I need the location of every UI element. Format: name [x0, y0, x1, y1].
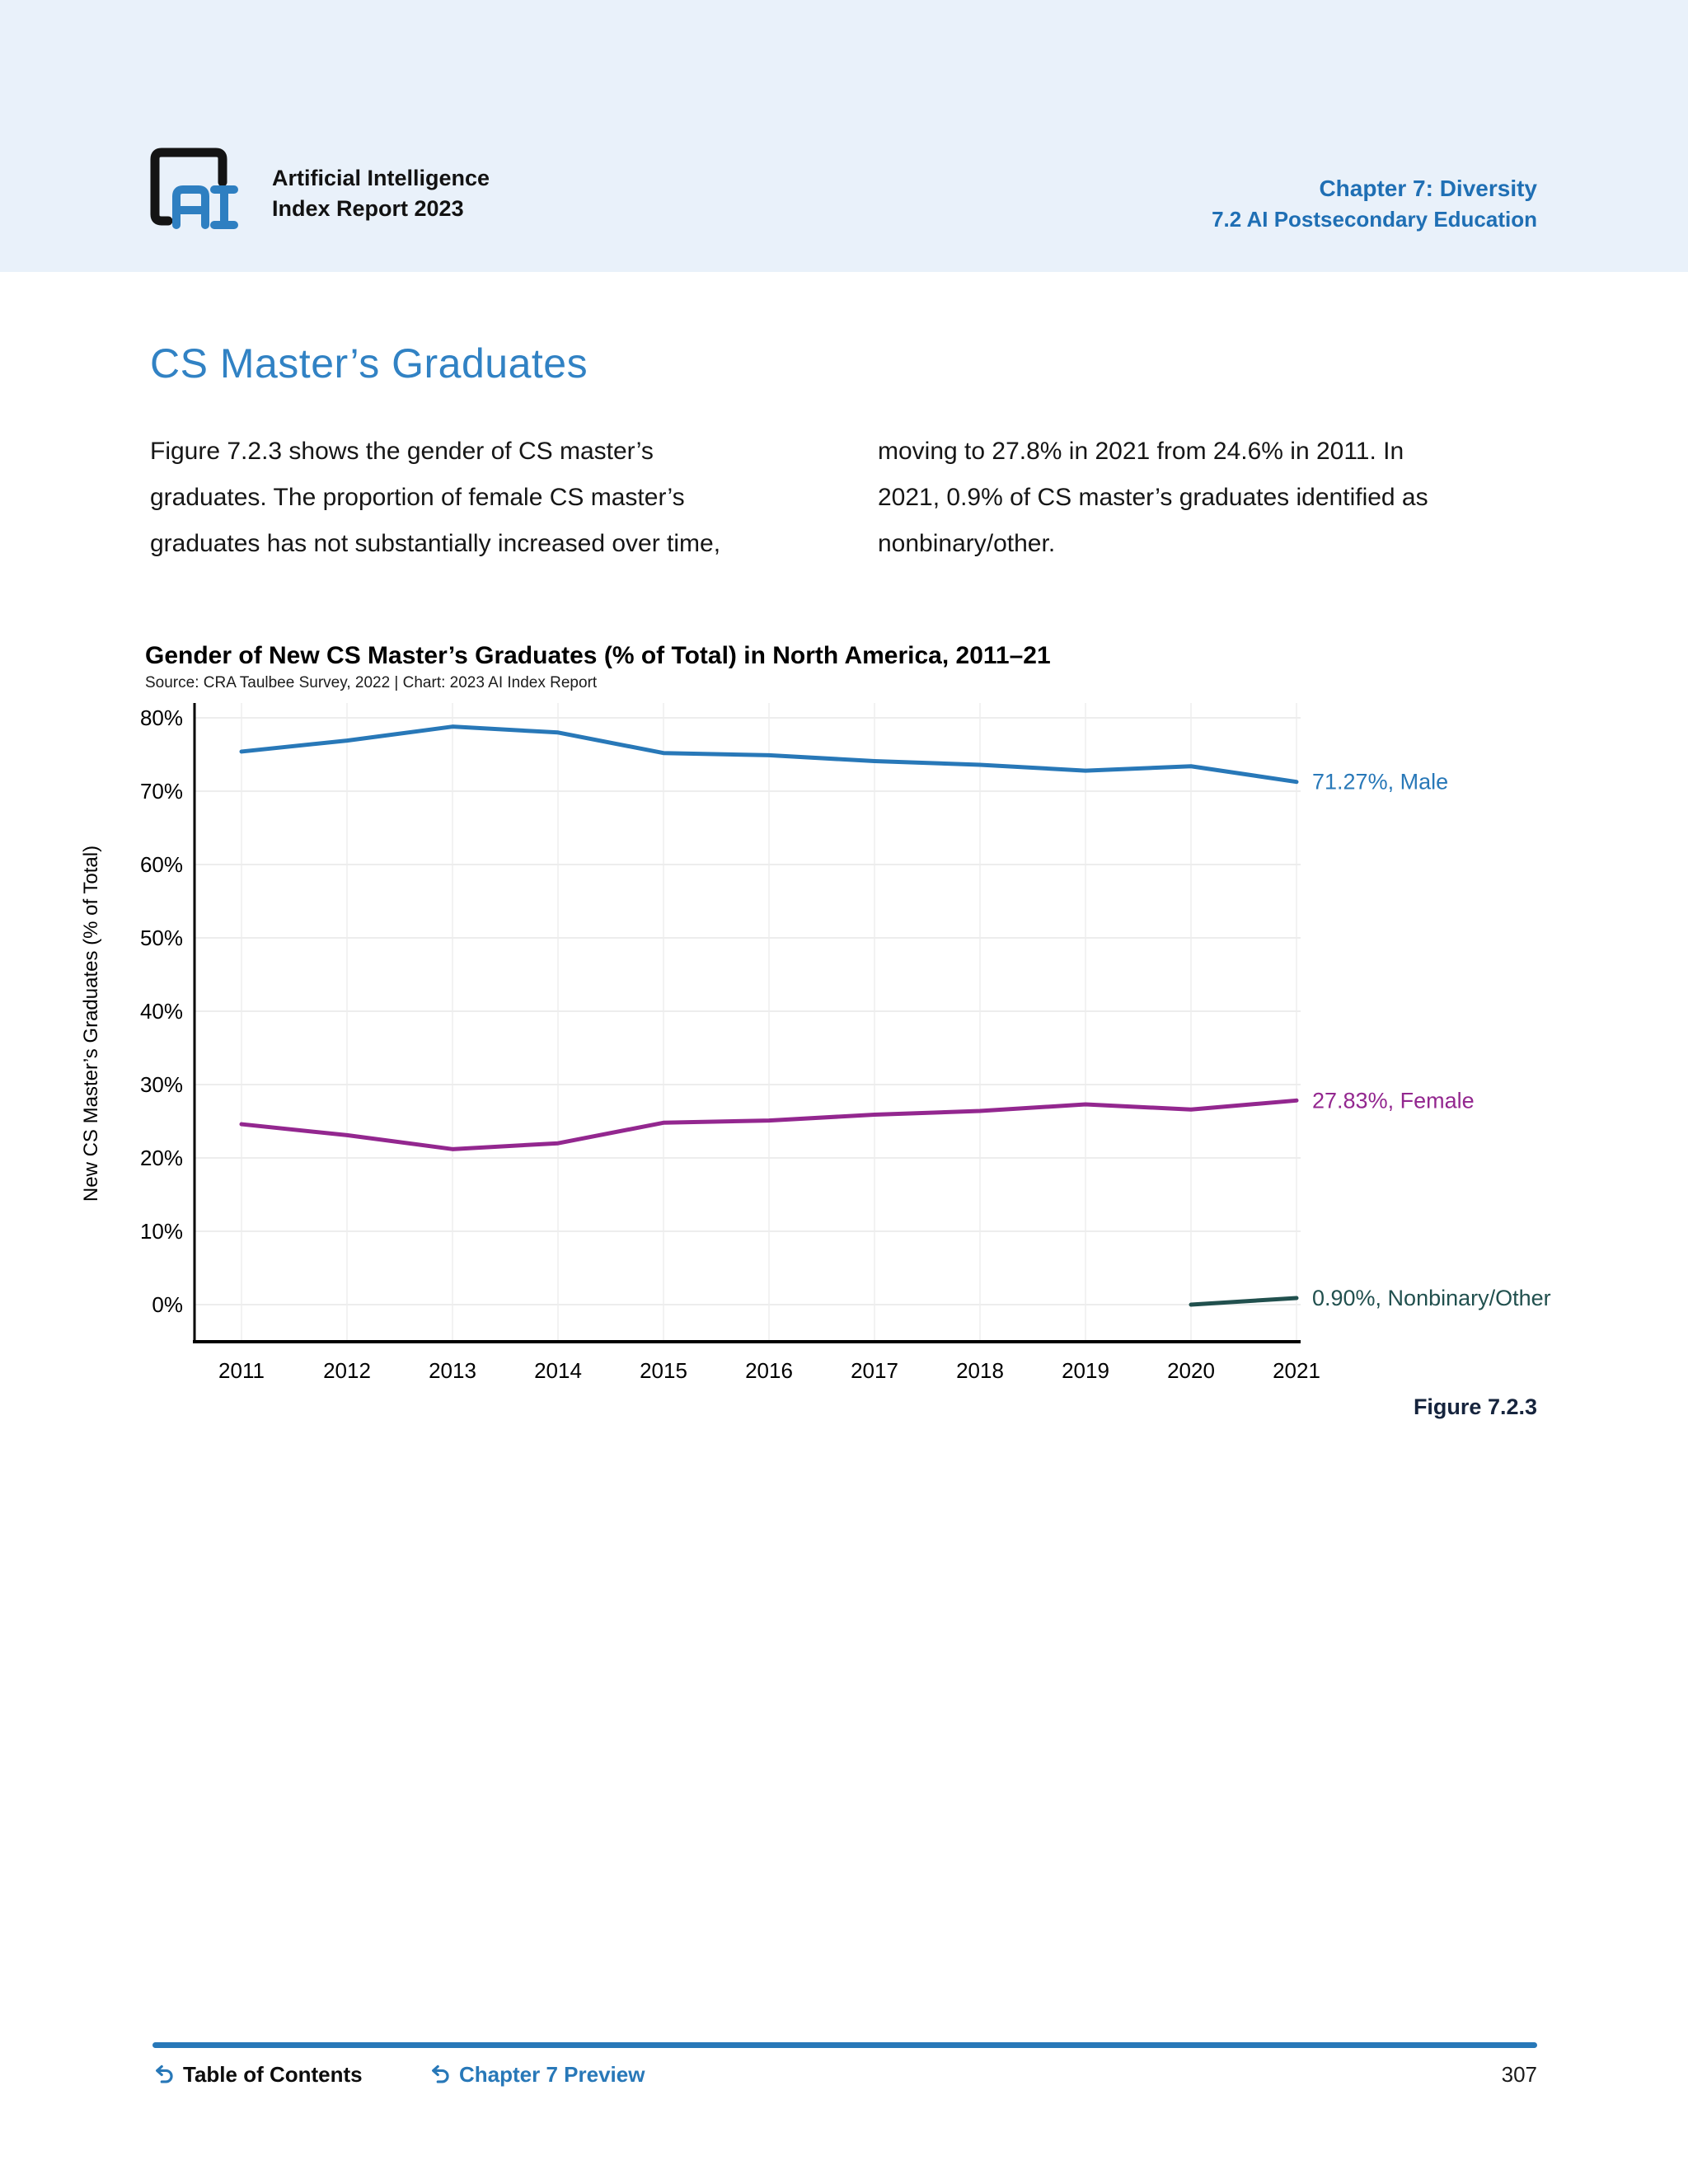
page-title: CS Master’s Graduates	[150, 340, 588, 387]
figure-label: Figure 7.2.3	[1413, 1394, 1537, 1419]
y-tick-label: 20%	[140, 1146, 183, 1170]
series-line-female	[239, 1098, 1299, 1151]
chart-title: Gender of New CS Master’s Graduates (% o…	[145, 642, 1051, 669]
y-tick-label: 70%	[140, 779, 183, 804]
chart-source: Source: CRA Taulbee Survey, 2022 | Chart…	[145, 674, 598, 691]
y-tick-label: 60%	[140, 852, 183, 877]
ai-index-logo-icon	[150, 148, 238, 229]
chapter-preview-link[interactable]: Chapter 7 Preview	[429, 2062, 645, 2088]
y-axis-title: New CS Master’s Graduates (% of Total)	[80, 846, 102, 1202]
x-tick-label: 2020	[1167, 1358, 1215, 1383]
page-number: 307	[1501, 2062, 1537, 2087]
body-line: graduates has not substantially increase…	[150, 530, 721, 557]
page-header: Artificial Intelligence Index Report 202…	[0, 0, 1688, 272]
footer-divider	[152, 2042, 1537, 2048]
x-tick-label: 2017	[851, 1358, 898, 1383]
brand-title: Artificial Intelligence Index Report 202…	[272, 163, 490, 224]
x-tick-label: 2014	[534, 1358, 582, 1383]
x-tick-label: 2016	[745, 1358, 793, 1383]
series-line-nonbinary-other	[1189, 1296, 1299, 1307]
x-tick-label: 2021	[1273, 1358, 1320, 1383]
body-line: moving to 27.8% in 2021 from 24.6% in 20…	[878, 438, 1404, 465]
y-tick-label: 30%	[140, 1072, 183, 1097]
return-arrow-icon	[156, 2064, 173, 2083]
table-of-contents-label: Table of Contents	[183, 2062, 363, 2087]
return-arrow-icon	[432, 2064, 449, 2083]
x-tick-label: 2012	[323, 1358, 371, 1383]
x-tick-label: 2018	[956, 1358, 1004, 1383]
body-column-left: Figure 7.2.3 shows the gender of CS mast…	[150, 429, 842, 567]
chapter-title: Chapter 7: Diversity	[1319, 176, 1537, 201]
y-tick-label: 10%	[140, 1219, 183, 1244]
body-line: 2021, 0.9% of CS master’s graduates iden…	[878, 484, 1428, 511]
series-end-label-nonbinary-other: 0.90%, Nonbinary/Other	[1312, 1286, 1551, 1310]
body-line: Figure 7.2.3 shows the gender of CS mast…	[150, 438, 654, 465]
brand-line1: Artificial Intelligence	[272, 166, 490, 190]
series-end-label-male: 71.27%, Male	[1312, 770, 1448, 794]
series-end-label-female: 27.83%, Female	[1312, 1088, 1475, 1113]
body-line: graduates. The proportion of female CS m…	[150, 484, 685, 511]
x-tick-label: 2019	[1062, 1358, 1109, 1383]
y-tick-label: 40%	[140, 999, 183, 1024]
body-column-right: moving to 27.8% in 2021 from 24.6% in 20…	[878, 429, 1570, 567]
x-tick-label: 2015	[640, 1358, 687, 1383]
section-title: 7.2 AI Postsecondary Education	[1212, 207, 1537, 232]
table-of-contents-link[interactable]: Table of Contents	[152, 2062, 363, 2088]
series-line-male	[239, 724, 1299, 785]
brand-line2: Index Report 2023	[272, 196, 464, 221]
y-tick-label: 50%	[140, 926, 183, 950]
chapter-header: Chapter 7: Diversity 7.2 AI Postsecondar…	[1212, 175, 1537, 236]
body-line: nonbinary/other.	[878, 530, 1056, 557]
x-tick-label: 2011	[218, 1358, 265, 1383]
y-tick-label: 0%	[152, 1292, 183, 1317]
y-tick-label: 80%	[140, 705, 183, 730]
x-tick-label: 2013	[429, 1358, 476, 1383]
chapter-preview-label: Chapter 7 Preview	[459, 2062, 645, 2087]
